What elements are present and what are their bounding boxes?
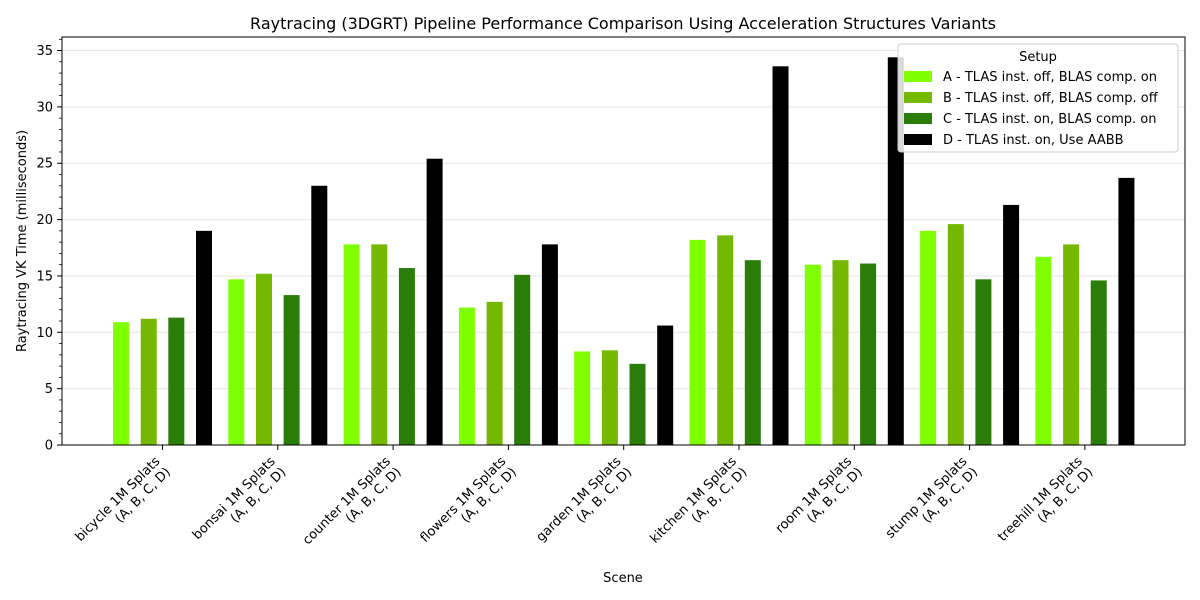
bar (140, 318, 157, 445)
y-tick-label: 0 (45, 439, 53, 454)
legend-swatch (904, 113, 932, 124)
bar (920, 230, 937, 445)
bar (832, 260, 849, 445)
legend-label: B - TLAS inst. off, BLAS comp. off (943, 91, 1159, 106)
bar (486, 301, 503, 445)
bar (228, 279, 245, 445)
bar (1118, 177, 1135, 445)
bar (574, 351, 591, 445)
x-tick-label-line: garden 1M Splats (534, 454, 625, 545)
bar (975, 279, 992, 445)
bar (717, 235, 734, 445)
bar (804, 264, 821, 445)
x-tick-label: treehill 1M Splats(A, B, C, D) (995, 454, 1096, 555)
bar (887, 57, 904, 445)
x-tick-label: counter 1M Splats(A, B, C, D) (300, 454, 405, 559)
legend-label: A - TLAS inst. off, BLAS comp. on (943, 70, 1157, 85)
bar (947, 224, 964, 445)
x-tick-label-line: kitchen 1M Splats (647, 454, 739, 546)
x-axis-label: Scene (603, 571, 643, 586)
x-tick-label-line: flowers 1M Splats (418, 454, 510, 546)
bar (371, 244, 388, 445)
y-tick-label: 5 (45, 382, 53, 397)
bar (343, 244, 360, 445)
bar (1035, 256, 1052, 445)
legend-label: C - TLAS inst. on, BLAS comp. on (943, 112, 1156, 127)
legend-box (897, 43, 1179, 153)
grid-lines (62, 50, 1185, 390)
bar (196, 230, 212, 445)
bar (398, 268, 415, 445)
y-tick-label: 15 (36, 269, 53, 284)
bar (601, 350, 618, 445)
bar (772, 66, 789, 446)
bar (541, 244, 558, 445)
bar (689, 239, 706, 445)
x-tick-label: flowers 1M Splats(A, B, C, D) (418, 454, 520, 556)
y-axis-label: Raytracing VK Time (milliseconds) (15, 130, 30, 352)
bar (283, 295, 300, 445)
y-tick-label: 20 (36, 213, 53, 228)
bar (311, 185, 328, 445)
legend-swatch (904, 71, 932, 82)
bar (860, 263, 877, 445)
bar (657, 325, 674, 445)
bar (113, 322, 129, 445)
bar (256, 273, 272, 445)
bar (1063, 244, 1080, 445)
x-tick-label: bicycle 1M Splats(A, B, C, D) (73, 454, 174, 555)
legend-swatch (904, 92, 932, 103)
x-tick-label: stump 1M Splats(A, B, C, D) (883, 454, 981, 552)
y-tick-label: 35 (36, 44, 53, 59)
bars-group (113, 57, 1135, 446)
y-tick-label: 30 (36, 100, 53, 115)
x-tick-label: room 1M Splats(A, B, C, D) (773, 454, 866, 547)
bar (168, 317, 185, 445)
y-tick-label: 25 (36, 157, 53, 172)
bar (1090, 280, 1107, 445)
chart-title: Raytracing (3DGRT) Pipeline Performance … (250, 14, 996, 33)
x-tick-label: garden 1M Splats(A, B, C, D) (534, 454, 636, 556)
x-axis: bicycle 1M Splats(A, B, C, D) bonsai 1M S… (73, 445, 1096, 559)
bar (744, 260, 761, 445)
bar (514, 274, 531, 445)
legend-label: D - TLAS inst. on, Use AABB (943, 133, 1124, 148)
legend-swatch (904, 134, 932, 145)
bar (1003, 204, 1020, 445)
x-tick-label: kitchen 1M Splats(A, B, C, D) (647, 454, 750, 557)
y-tick-label: 10 (36, 326, 53, 341)
bar (629, 363, 646, 445)
bar (426, 158, 443, 445)
y-axis: 0 5 10 15 20 25 30 35 (36, 38, 62, 454)
bar (458, 307, 475, 445)
x-tick-label-line: counter 1M Splats (300, 454, 394, 548)
x-tick-label: bonsai 1M Splats(A, B, C, D) (190, 454, 290, 554)
legend-title: Setup (1019, 50, 1057, 65)
legend: Setup A - TLAS inst. off, BLAS comp. on B … (897, 43, 1179, 153)
